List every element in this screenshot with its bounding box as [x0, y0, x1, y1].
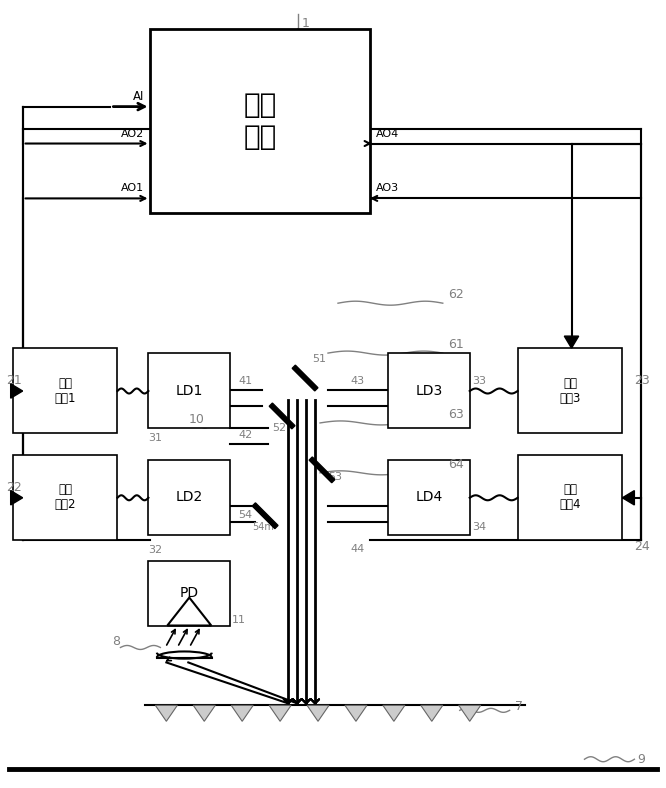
Text: 42: 42 — [238, 430, 252, 440]
Bar — [149, 560, 230, 626]
Polygon shape — [564, 336, 579, 348]
Polygon shape — [309, 457, 335, 483]
Text: LD3: LD3 — [415, 384, 442, 397]
Polygon shape — [155, 705, 177, 721]
Text: 8: 8 — [113, 635, 121, 649]
Text: 驱动
单元4: 驱动 单元4 — [559, 483, 581, 511]
Text: PD: PD — [180, 586, 199, 600]
Text: 22: 22 — [6, 481, 21, 494]
Text: 驱动
单元1: 驱动 单元1 — [55, 377, 76, 404]
Polygon shape — [421, 705, 443, 721]
Text: AO4: AO4 — [376, 128, 399, 139]
Polygon shape — [292, 365, 318, 391]
Bar — [517, 348, 623, 433]
Bar — [13, 455, 117, 540]
Polygon shape — [252, 503, 278, 529]
Text: AI: AI — [133, 90, 145, 102]
Text: 1: 1 — [302, 17, 310, 30]
Polygon shape — [193, 705, 215, 721]
Polygon shape — [231, 705, 253, 721]
Text: 54m: 54m — [252, 522, 274, 532]
Text: 62: 62 — [448, 288, 464, 301]
Text: 63: 63 — [448, 408, 464, 421]
Polygon shape — [383, 705, 405, 721]
Text: 9: 9 — [637, 753, 645, 766]
Text: 43: 43 — [350, 376, 364, 386]
Text: 10: 10 — [188, 413, 204, 426]
Text: AO3: AO3 — [376, 184, 399, 193]
Text: 21: 21 — [6, 374, 21, 387]
Text: 11: 11 — [232, 615, 246, 625]
Text: 53: 53 — [328, 472, 342, 481]
Text: 主控
单元: 主控 单元 — [244, 91, 277, 151]
Polygon shape — [269, 403, 295, 429]
Text: 驱动
单元3: 驱动 单元3 — [559, 377, 581, 404]
Text: 34: 34 — [472, 522, 486, 532]
Bar — [149, 353, 230, 428]
Text: 32: 32 — [149, 545, 163, 555]
Text: 24: 24 — [635, 540, 650, 552]
Text: 41: 41 — [238, 376, 252, 386]
Text: 52: 52 — [272, 423, 286, 433]
Text: 23: 23 — [635, 374, 650, 387]
Polygon shape — [623, 491, 635, 505]
Text: LD2: LD2 — [176, 490, 203, 504]
Text: 33: 33 — [472, 376, 486, 386]
Text: AO1: AO1 — [121, 184, 145, 193]
Text: 54: 54 — [238, 510, 252, 520]
Text: 驱动
单元2: 驱动 单元2 — [55, 483, 76, 511]
Bar — [13, 348, 117, 433]
Text: AO2: AO2 — [121, 128, 145, 139]
Text: 64: 64 — [448, 458, 464, 471]
Polygon shape — [11, 491, 23, 505]
Text: LD4: LD4 — [415, 490, 442, 504]
Text: 51: 51 — [312, 354, 326, 364]
Bar — [388, 353, 470, 428]
Text: 31: 31 — [149, 433, 163, 443]
Polygon shape — [269, 705, 291, 721]
Bar — [149, 460, 230, 535]
Polygon shape — [167, 597, 211, 626]
Polygon shape — [459, 705, 481, 721]
Text: 61: 61 — [448, 338, 464, 351]
Bar — [517, 455, 623, 540]
Polygon shape — [307, 705, 329, 721]
Polygon shape — [11, 384, 23, 398]
Bar — [151, 29, 370, 214]
Text: LD1: LD1 — [176, 384, 203, 397]
Text: 44: 44 — [350, 544, 364, 554]
Text: 7: 7 — [515, 701, 523, 713]
Polygon shape — [345, 705, 367, 721]
Bar — [388, 460, 470, 535]
